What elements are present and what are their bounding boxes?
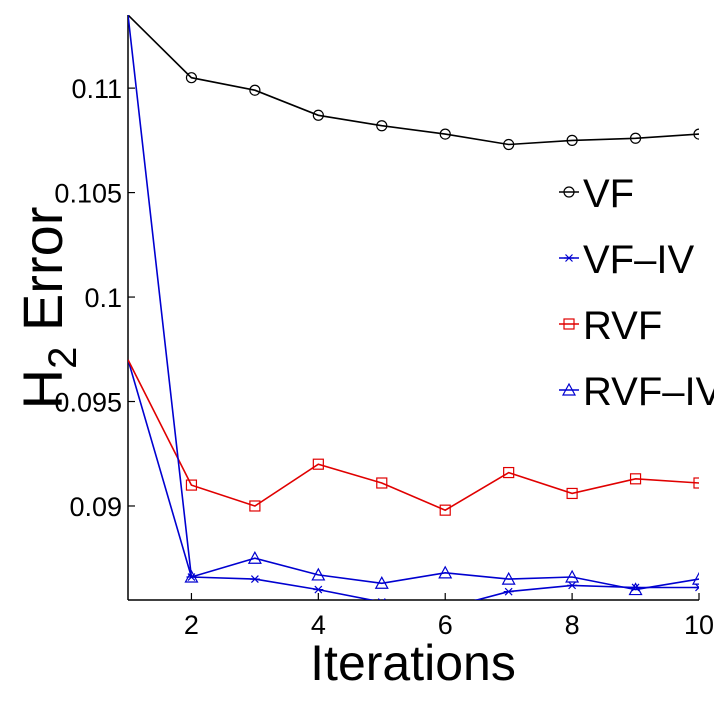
x-tick-label: 6: [438, 610, 453, 640]
data-point-rvf-iv: [311, 567, 326, 581]
data-point-vf: [185, 72, 198, 84]
data-point-rvf: [185, 479, 198, 491]
y-tick-label: 0.11: [71, 74, 122, 104]
y-tick-label: 0.1: [84, 283, 122, 313]
y-axis-title-subscript: 2: [41, 347, 85, 369]
legend-marker: [561, 382, 577, 396]
x-tick-label: 2: [184, 610, 199, 640]
data-point-rvf: [312, 458, 324, 470]
data-point-rvf: [503, 466, 515, 479]
data-point-vf: [629, 132, 642, 144]
data-point-rvf: [566, 487, 578, 500]
data-point-vf-iv: [503, 587, 514, 596]
data-point-vf-iv: [694, 583, 699, 592]
data-point-rvf: [629, 473, 642, 485]
y-tick-label: 0.095: [54, 388, 122, 418]
series-line-vf: [128, 15, 699, 146]
legend-marker: [564, 254, 574, 262]
series-line-vf-iv: [128, 359, 699, 600]
legend-label: RVF–IV: [583, 370, 714, 414]
legend-label: VF–IV: [583, 238, 694, 282]
legend-label: VF: [583, 172, 634, 216]
legend: VF VF–IV RVF RVF–IV: [559, 172, 714, 414]
series-line-rvf: [128, 359, 699, 512]
data-point-rvf-iv: [247, 550, 262, 564]
data-point-rvf-iv: [501, 571, 516, 585]
x-axis-title: Iterations: [310, 635, 516, 691]
legend-marker: [563, 318, 575, 330]
series-line-rvf-iv: [128, 15, 699, 591]
y-axis-title: H2 Error: [11, 207, 85, 410]
data-point-vf: [566, 134, 578, 146]
data-point-vf: [312, 109, 324, 121]
data-point-vf: [439, 128, 451, 140]
legend-marker: [563, 186, 575, 198]
series-vf: [128, 15, 699, 151]
data-point-rvf-iv: [691, 571, 699, 585]
data-point-vf-iv: [313, 585, 324, 594]
svg-text:H2 Error: H2 Error: [11, 207, 85, 410]
legend-entry-vf: VF: [559, 172, 634, 216]
data-point-rvf-iv: [628, 582, 643, 596]
legend-entry-rvf: RVF: [559, 304, 662, 348]
data-point-rvf-iv: [184, 569, 199, 583]
ticks: 2 4 6 8 10 0.09 0.095 0.1 0.105 0.11: [54, 74, 714, 640]
axes: [127, 15, 699, 601]
x-tick-label: 4: [311, 610, 326, 640]
data-point-rvf: [439, 504, 451, 516]
data-point-vf-iv: [567, 581, 578, 590]
y-tick-label: 0.105: [54, 179, 122, 209]
y-axis-title-main: H: [11, 369, 74, 409]
data-point-rvf: [249, 500, 261, 512]
data-point-rvf: [376, 477, 388, 489]
y-axis-title-rest: Error: [11, 207, 74, 347]
x-tick-label: 8: [565, 610, 580, 640]
data-point-vf: [503, 138, 515, 151]
data-point-vf: [249, 84, 261, 96]
data-point-rvf-iv: [565, 569, 580, 583]
data-point-vf-iv: [377, 598, 386, 600]
data-point-rvf-iv: [374, 576, 389, 589]
x-tick-label: 10: [684, 610, 714, 640]
data-point-rvf: [693, 477, 699, 489]
series-rvf-iv: [128, 15, 699, 596]
data-point-vf-iv: [249, 575, 260, 584]
series-layer: [128, 15, 699, 600]
data-point-vf: [693, 128, 699, 140]
series-rvf: [128, 359, 699, 516]
legend-label: RVF: [583, 304, 662, 348]
legend-entry-vf-iv: VF–IV: [559, 238, 694, 282]
data-point-vf: [376, 120, 388, 132]
y-tick-label: 0.09: [69, 492, 122, 522]
data-point-rvf-iv: [438, 565, 453, 579]
legend-entry-rvf-iv: RVF–IV: [559, 370, 714, 414]
